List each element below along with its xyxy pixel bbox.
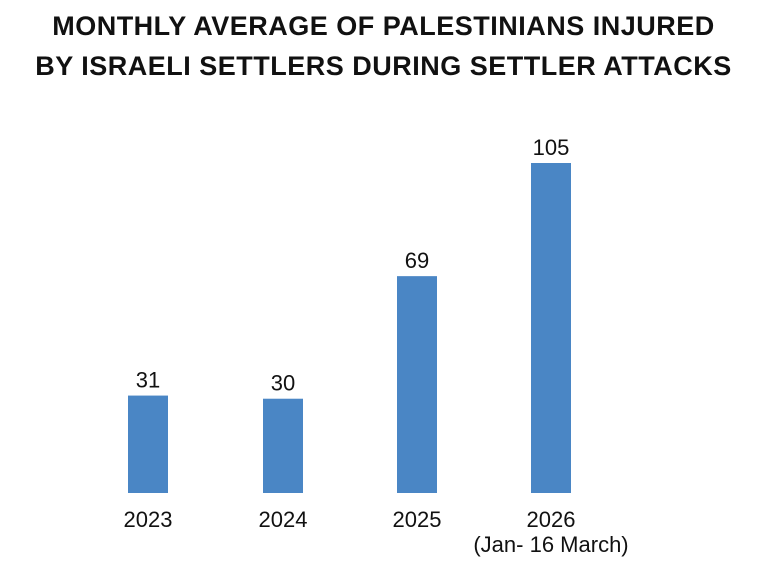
data-label-2025: 69	[405, 248, 429, 273]
bar-2024	[263, 398, 303, 493]
x-tick-label-2024: 2024	[259, 507, 308, 532]
x-tick-label-2023: 2023	[124, 507, 173, 532]
bar-2023	[128, 395, 168, 493]
data-label-2023: 31	[136, 368, 160, 393]
bar-2026	[531, 163, 571, 493]
chart-title: MONTHLY AVERAGE OF PALESTINIANS INJURED …	[0, 6, 767, 86]
chart-title-line-2: BY ISRAELI SETTLERS DURING SETTLER ATTAC…	[35, 51, 732, 81]
bar-2025	[397, 276, 437, 493]
data-label-2024: 30	[271, 371, 295, 396]
x-tick-label-2026: 2026	[527, 507, 576, 532]
x-tick-sublabel-2026: (Jan- 16 March)	[473, 532, 628, 557]
x-tick-label-2025: 2025	[393, 507, 442, 532]
data-label-2026: 105	[533, 135, 570, 160]
chart-title-line-1: MONTHLY AVERAGE OF PALESTINIANS INJURED	[52, 11, 715, 41]
